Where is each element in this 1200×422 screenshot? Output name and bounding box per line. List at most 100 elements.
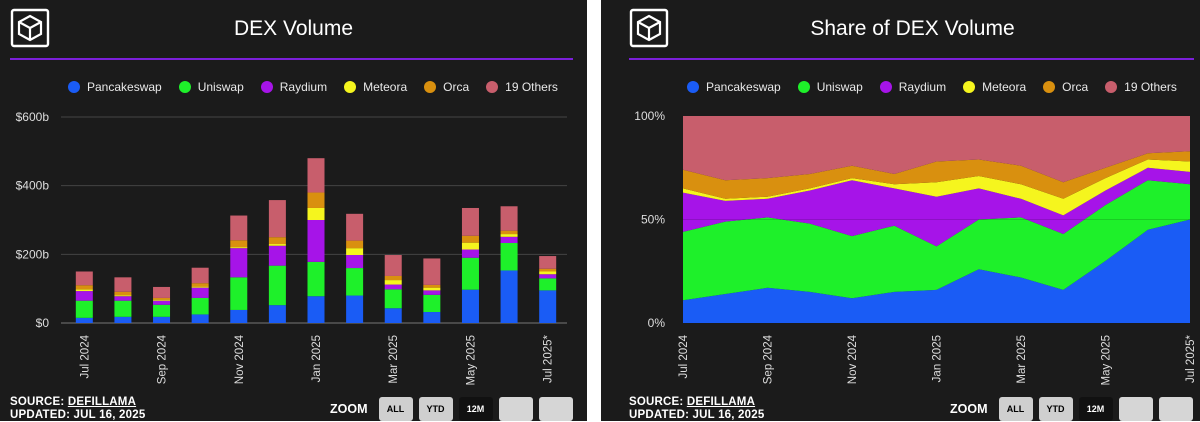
source-note: SOURCE: DEFILLAMA UPDATED: JUL 16, 2025 [629, 396, 764, 422]
bar-pancakeswap [191, 314, 209, 323]
legend-item-pancakeswap[interactable]: Pancakeswap [687, 80, 781, 94]
source-label: SOURCE: [629, 396, 684, 408]
legend-item-19-others[interactable]: 19 Others [1105, 80, 1177, 94]
bar-uniswap [153, 304, 171, 317]
zoom-all-button[interactable]: ALL [998, 397, 1033, 421]
bar-pancakeswap [75, 317, 93, 323]
legend-item-meteora[interactable]: Meteora [344, 80, 407, 94]
bar-raydium [114, 296, 132, 301]
zoom-label: ZOOM [330, 402, 368, 416]
bar-orca [268, 237, 286, 245]
bar-pancakeswap [114, 316, 132, 323]
bar-meteora [153, 299, 171, 301]
legend-item-raydium[interactable]: Raydium [879, 80, 946, 94]
bar-meteora [191, 286, 209, 288]
x-tick-label: Jul 2025* [1185, 334, 1197, 382]
bar-raydium [307, 220, 325, 262]
x-tick-label: Mar 2025 [388, 335, 400, 384]
bar-uniswap [75, 300, 93, 318]
bar-19-others [191, 267, 209, 284]
bar-orca [153, 297, 171, 300]
legend-item-meteora[interactable]: Meteora [963, 80, 1026, 94]
legend-dot-icon [687, 81, 699, 93]
area-orca [683, 151, 1190, 199]
source-label: SOURCE: [10, 396, 65, 408]
bar-meteora [423, 287, 441, 291]
zoom-12m-button[interactable]: 12M [1078, 397, 1113, 421]
source-link[interactable]: DEFILLAMA [686, 396, 756, 408]
dex-share-panel: Share of DEX Volume Pancakeswap Uniswap Ra… [601, 0, 1200, 421]
legend-label: Uniswap [816, 80, 863, 94]
bar-raydium [153, 300, 171, 305]
bar-orca [307, 192, 325, 208]
y-tick-label: 50% [641, 213, 665, 227]
bar-orca [75, 285, 93, 290]
legend-item-uniswap[interactable]: Uniswap [178, 80, 244, 94]
zoom-blank-button-1[interactable] [498, 397, 533, 421]
dex-volume-panel: DEX Volume Pancakeswap Uniswap Raydium Mete… [0, 0, 587, 421]
chart-legend: Pancakeswap Uniswap Raydium Meteora Orca 19 O… [687, 80, 1194, 94]
bar-pancakeswap [268, 305, 286, 323]
bar-pancakeswap [230, 309, 248, 323]
zoom-ytd-button[interactable]: YTD [418, 397, 453, 421]
legend-item-raydium[interactable]: Raydium [260, 80, 327, 94]
bar-orca [191, 283, 209, 287]
y-tick-label: $400b [16, 179, 50, 193]
zoom-12m-button[interactable]: 12M [458, 397, 493, 421]
legend-item-pancakeswap[interactable]: Pancakeswap [68, 80, 162, 94]
chart-title: Share of DEX Volume [810, 17, 1015, 40]
bar-orca [461, 235, 479, 243]
x-tick-label: Jul 2024 [678, 334, 690, 378]
legend-dot-icon [879, 81, 892, 93]
bar-19-others [500, 206, 518, 231]
bar-meteora [230, 247, 248, 249]
bar-raydium [191, 287, 209, 298]
legend-item-orca[interactable]: Orca [1043, 80, 1088, 94]
bar-pancakeswap [500, 270, 518, 323]
bar-pancakeswap [307, 296, 325, 323]
legend-dot-icon [486, 81, 499, 93]
bar-raydium [346, 255, 364, 269]
bar-meteora [346, 248, 364, 256]
source-note: SOURCE: DEFILLAMA UPDATED: JUL 16, 2025 [10, 396, 145, 422]
legend-dot-icon [797, 81, 810, 93]
legend-item-orca[interactable]: Orca [424, 80, 469, 94]
bar-raydium [384, 284, 402, 290]
x-tick-label: Jan 2025 [932, 335, 944, 382]
x-tick-label: Sep 2024 [763, 334, 775, 384]
legend-item-uniswap[interactable]: Uniswap [797, 80, 863, 94]
bar-meteora [75, 289, 93, 292]
bar-orca [346, 240, 364, 249]
bar-raydium [423, 290, 441, 295]
bar-uniswap [423, 294, 441, 313]
legend-label: Uniswap [197, 80, 244, 94]
bar-meteora [384, 280, 402, 285]
zoom-blank-button-2[interactable] [1158, 397, 1193, 421]
bar-orca [384, 275, 402, 281]
legend-dot-icon [344, 81, 357, 93]
legend-item-19-others[interactable]: 19 Others [486, 80, 558, 94]
bar-raydium [268, 245, 286, 266]
x-tick-label: Jul 2024 [79, 334, 91, 378]
bar-19-others [307, 158, 325, 193]
bar-raydium [539, 274, 557, 279]
zoom-blank-button-1[interactable] [1118, 397, 1153, 421]
bar-19-others [153, 286, 171, 298]
bar-19-others [75, 271, 93, 286]
bar-uniswap [114, 300, 132, 317]
zoom-ytd-button[interactable]: YTD [1038, 397, 1073, 421]
bar-uniswap [346, 268, 364, 296]
source-link[interactable]: DEFILLAMA [67, 396, 137, 408]
block-logo-icon [629, 8, 669, 48]
bar-uniswap [539, 278, 557, 291]
chart-legend: Pancakeswap Uniswap Raydium Meteora Orca 19 O… [68, 80, 575, 94]
zoom-all-button[interactable]: ALL [378, 397, 413, 421]
bar-uniswap [500, 243, 518, 271]
y-tick-label: $600b [16, 110, 50, 124]
zoom-blank-button-2[interactable] [538, 397, 573, 421]
bar-uniswap [268, 265, 286, 306]
area-19-others [683, 116, 1190, 183]
bar-19-others [423, 258, 441, 285]
updated-date: UPDATED: JUL 16, 2025 [10, 409, 146, 421]
x-tick-label: Jul 2025* [543, 334, 555, 382]
